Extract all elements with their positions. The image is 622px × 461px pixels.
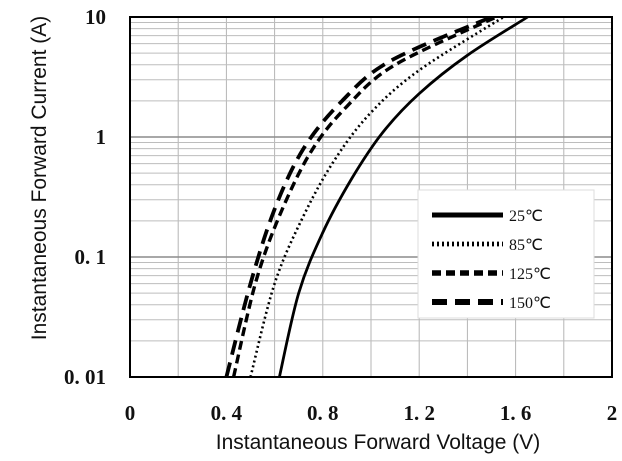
y-tick-label: 10 xyxy=(85,5,106,29)
x-tick-label: 0. 4 xyxy=(211,401,243,425)
y-axis-title: Instantaneous Forward Current (A) xyxy=(28,16,51,340)
x-axis-title: Instantaneous Forward Voltage (V) xyxy=(216,431,541,454)
legend: 25℃ 85℃ 125℃ 150℃ xyxy=(417,189,595,319)
plot-area-border xyxy=(129,16,613,378)
y-tick-label: 1 xyxy=(96,125,107,149)
legend-label: 25℃ xyxy=(509,208,543,225)
y-tick-label: 0. 1 xyxy=(75,245,107,269)
legend-box xyxy=(417,189,595,319)
series-line-1 xyxy=(278,15,529,378)
series-line-4 xyxy=(224,15,493,378)
series-line-2 xyxy=(249,15,505,378)
series-line-3 xyxy=(231,15,498,378)
x-tick-labels: 0 0. 4 0. 8 1. 2 1. 6 2 xyxy=(125,401,618,425)
legend-label: 150℃ xyxy=(509,295,551,312)
x-tick-label: 1. 6 xyxy=(500,401,532,425)
y-tick-labels: 0. 01 0. 1 1 10 xyxy=(64,5,106,389)
x-tick-label: 0 xyxy=(125,401,136,425)
y-tick-label: 0. 01 xyxy=(64,365,106,389)
x-tick-label: 1. 2 xyxy=(403,401,435,425)
series-group xyxy=(224,15,529,378)
legend-label: 85℃ xyxy=(509,237,543,254)
x-tick-label: 0. 8 xyxy=(307,401,339,425)
x-tick-label: 2 xyxy=(607,401,618,425)
legend-label: 125℃ xyxy=(509,266,551,283)
